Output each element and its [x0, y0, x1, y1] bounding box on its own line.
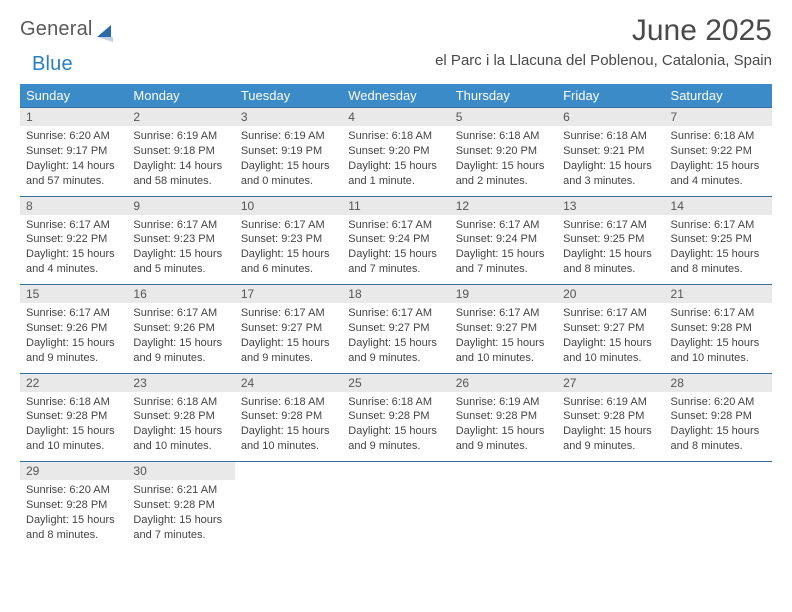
day-content-cell: Sunrise: 6:18 AMSunset: 9:28 PMDaylight:… — [342, 392, 449, 462]
day-number-cell: 25 — [342, 373, 449, 392]
calendar-body: 1234567Sunrise: 6:20 AMSunset: 9:17 PMDa… — [20, 108, 772, 551]
day-content-cell: Sunrise: 6:17 AMSunset: 9:25 PMDaylight:… — [557, 215, 664, 285]
day-content-row: Sunrise: 6:18 AMSunset: 9:28 PMDaylight:… — [20, 392, 772, 462]
day-content-cell: Sunrise: 6:18 AMSunset: 9:28 PMDaylight:… — [235, 392, 342, 462]
day-number-cell: 30 — [127, 462, 234, 481]
day-number-cell: 26 — [450, 373, 557, 392]
day-content-cell: Sunrise: 6:17 AMSunset: 9:25 PMDaylight:… — [665, 215, 772, 285]
weekday-header: Sunday — [20, 84, 127, 108]
day-number-cell: 18 — [342, 285, 449, 304]
weekday-header-row: SundayMondayTuesdayWednesdayThursdayFrid… — [20, 84, 772, 108]
day-number-cell: 22 — [20, 373, 127, 392]
day-content-cell: Sunrise: 6:19 AMSunset: 9:28 PMDaylight:… — [557, 392, 664, 462]
day-number-row: 22232425262728 — [20, 373, 772, 392]
day-number-row: 2930 — [20, 462, 772, 481]
weekday-header: Monday — [127, 84, 234, 108]
day-content-cell: Sunrise: 6:18 AMSunset: 9:20 PMDaylight:… — [450, 126, 557, 196]
day-content-cell — [342, 480, 449, 550]
title-block: June 2025 el Parc i la Llacuna del Poble… — [435, 14, 772, 69]
day-content-cell: Sunrise: 6:17 AMSunset: 9:26 PMDaylight:… — [127, 303, 234, 373]
day-content-cell: Sunrise: 6:17 AMSunset: 9:28 PMDaylight:… — [665, 303, 772, 373]
day-number-cell — [450, 462, 557, 481]
day-content-cell: Sunrise: 6:17 AMSunset: 9:23 PMDaylight:… — [235, 215, 342, 285]
day-number-row: 15161718192021 — [20, 285, 772, 304]
day-content-cell — [665, 480, 772, 550]
day-content-cell: Sunrise: 6:18 AMSunset: 9:28 PMDaylight:… — [20, 392, 127, 462]
day-number-cell: 5 — [450, 108, 557, 127]
day-number-cell: 7 — [665, 108, 772, 127]
day-content-cell: Sunrise: 6:18 AMSunset: 9:21 PMDaylight:… — [557, 126, 664, 196]
day-number-cell: 12 — [450, 196, 557, 215]
day-content-cell: Sunrise: 6:20 AMSunset: 9:17 PMDaylight:… — [20, 126, 127, 196]
day-content-row: Sunrise: 6:17 AMSunset: 9:22 PMDaylight:… — [20, 215, 772, 285]
day-content-cell: Sunrise: 6:18 AMSunset: 9:28 PMDaylight:… — [127, 392, 234, 462]
logo: General — [20, 14, 111, 41]
day-number-cell: 27 — [557, 373, 664, 392]
day-number-cell: 17 — [235, 285, 342, 304]
day-number-cell: 21 — [665, 285, 772, 304]
day-content-cell: Sunrise: 6:19 AMSunset: 9:19 PMDaylight:… — [235, 126, 342, 196]
logo-sail-icon — [97, 25, 111, 37]
location-subtitle: el Parc i la Llacuna del Poblenou, Catal… — [435, 52, 772, 69]
day-content-cell: Sunrise: 6:17 AMSunset: 9:22 PMDaylight:… — [20, 215, 127, 285]
day-number-cell: 16 — [127, 285, 234, 304]
day-content-cell: Sunrise: 6:19 AMSunset: 9:18 PMDaylight:… — [127, 126, 234, 196]
day-number-cell: 23 — [127, 373, 234, 392]
calendar-table: SundayMondayTuesdayWednesdayThursdayFrid… — [20, 84, 772, 550]
day-number-cell: 1 — [20, 108, 127, 127]
day-number-cell: 20 — [557, 285, 664, 304]
day-content-row: Sunrise: 6:20 AMSunset: 9:17 PMDaylight:… — [20, 126, 772, 196]
day-content-cell: Sunrise: 6:17 AMSunset: 9:23 PMDaylight:… — [127, 215, 234, 285]
month-title: June 2025 — [435, 14, 772, 48]
day-content-cell: Sunrise: 6:21 AMSunset: 9:28 PMDaylight:… — [127, 480, 234, 550]
day-content-cell: Sunrise: 6:17 AMSunset: 9:24 PMDaylight:… — [450, 215, 557, 285]
day-number-cell — [235, 462, 342, 481]
day-number-cell: 6 — [557, 108, 664, 127]
day-content-cell: Sunrise: 6:18 AMSunset: 9:20 PMDaylight:… — [342, 126, 449, 196]
day-content-cell — [235, 480, 342, 550]
day-content-cell: Sunrise: 6:17 AMSunset: 9:26 PMDaylight:… — [20, 303, 127, 373]
day-number-cell: 2 — [127, 108, 234, 127]
day-number-cell: 10 — [235, 196, 342, 215]
weekday-header: Saturday — [665, 84, 772, 108]
weekday-header: Friday — [557, 84, 664, 108]
day-content-cell: Sunrise: 6:19 AMSunset: 9:28 PMDaylight:… — [450, 392, 557, 462]
day-content-cell: Sunrise: 6:17 AMSunset: 9:27 PMDaylight:… — [450, 303, 557, 373]
day-content-cell — [557, 480, 664, 550]
weekday-header: Tuesday — [235, 84, 342, 108]
day-content-cell: Sunrise: 6:20 AMSunset: 9:28 PMDaylight:… — [20, 480, 127, 550]
day-content-row: Sunrise: 6:20 AMSunset: 9:28 PMDaylight:… — [20, 480, 772, 550]
day-number-cell: 13 — [557, 196, 664, 215]
logo-text-1: General — [20, 18, 93, 41]
day-number-cell: 3 — [235, 108, 342, 127]
logo-text-2: Blue — [32, 53, 73, 75]
day-number-cell: 14 — [665, 196, 772, 215]
day-number-cell — [342, 462, 449, 481]
day-number-row: 891011121314 — [20, 196, 772, 215]
day-content-cell: Sunrise: 6:20 AMSunset: 9:28 PMDaylight:… — [665, 392, 772, 462]
day-content-cell: Sunrise: 6:17 AMSunset: 9:27 PMDaylight:… — [342, 303, 449, 373]
day-number-cell: 8 — [20, 196, 127, 215]
day-number-cell — [557, 462, 664, 481]
day-number-row: 1234567 — [20, 108, 772, 127]
day-content-cell: Sunrise: 6:17 AMSunset: 9:27 PMDaylight:… — [235, 303, 342, 373]
day-number-cell — [665, 462, 772, 481]
day-content-row: Sunrise: 6:17 AMSunset: 9:26 PMDaylight:… — [20, 303, 772, 373]
day-number-cell: 19 — [450, 285, 557, 304]
day-content-cell: Sunrise: 6:17 AMSunset: 9:27 PMDaylight:… — [557, 303, 664, 373]
day-content-cell — [450, 480, 557, 550]
day-number-cell: 15 — [20, 285, 127, 304]
day-number-cell: 11 — [342, 196, 449, 215]
day-content-cell: Sunrise: 6:18 AMSunset: 9:22 PMDaylight:… — [665, 126, 772, 196]
day-number-cell: 28 — [665, 373, 772, 392]
day-number-cell: 9 — [127, 196, 234, 215]
day-number-cell: 4 — [342, 108, 449, 127]
day-content-cell: Sunrise: 6:17 AMSunset: 9:24 PMDaylight:… — [342, 215, 449, 285]
weekday-header: Wednesday — [342, 84, 449, 108]
weekday-header: Thursday — [450, 84, 557, 108]
day-number-cell: 29 — [20, 462, 127, 481]
day-number-cell: 24 — [235, 373, 342, 392]
